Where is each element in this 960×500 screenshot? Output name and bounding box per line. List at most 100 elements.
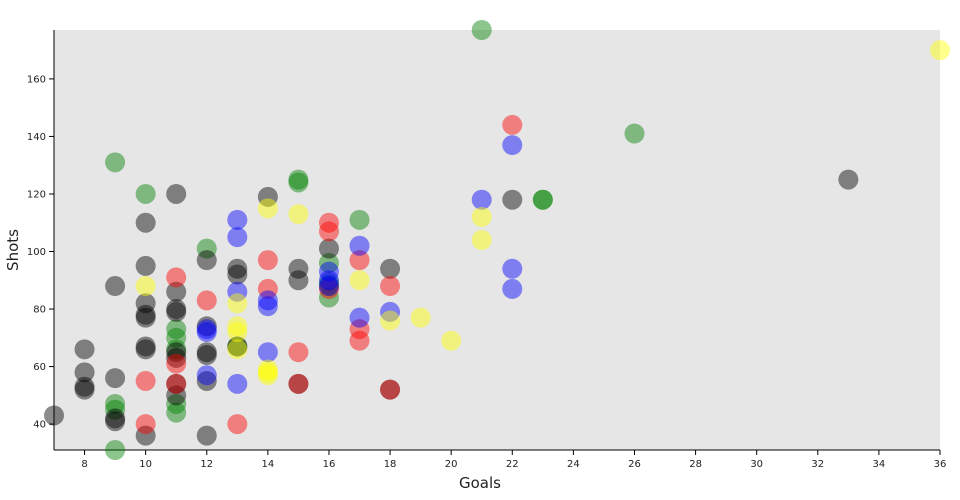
point: [227, 281, 248, 302]
point: [532, 189, 553, 210]
point: [349, 235, 370, 256]
point: [349, 330, 370, 351]
point: [257, 359, 278, 380]
point: [227, 316, 248, 337]
point: [288, 342, 309, 363]
point: [318, 273, 339, 294]
x-tick-label: 30: [750, 459, 763, 470]
point: [74, 379, 95, 400]
point: [227, 336, 248, 357]
point: [227, 322, 248, 343]
point: [257, 296, 278, 317]
y-axis-label: Shots: [4, 229, 22, 271]
plot-background: [54, 30, 940, 450]
point: [166, 339, 187, 360]
point: [838, 169, 859, 190]
point: [166, 347, 187, 368]
y-tick-label: 100: [27, 247, 46, 258]
point: [227, 258, 248, 279]
point: [135, 293, 156, 314]
point: [257, 198, 278, 219]
point: [257, 250, 278, 271]
point: [166, 267, 187, 288]
point: [196, 322, 217, 343]
point: [227, 293, 248, 314]
point: [166, 402, 187, 423]
x-tick-label: 16: [323, 459, 336, 470]
point: [257, 290, 278, 311]
x-tick-label: 24: [567, 459, 580, 470]
point: [380, 379, 401, 400]
point: [288, 373, 309, 394]
x-axis-label: Goals: [459, 474, 501, 492]
point: [502, 135, 523, 156]
point: [196, 316, 217, 337]
point: [349, 250, 370, 271]
point: [196, 370, 217, 391]
point: [166, 393, 187, 414]
point: [196, 425, 217, 446]
point: [196, 345, 217, 366]
y-tick-label: 80: [33, 305, 46, 316]
point: [166, 319, 187, 340]
point: [166, 342, 187, 363]
point: [135, 276, 156, 297]
point: [105, 368, 126, 389]
point: [196, 342, 217, 363]
point: [227, 336, 248, 357]
point: [135, 255, 156, 276]
point: [105, 276, 126, 297]
point: [166, 373, 187, 394]
point: [135, 336, 156, 357]
x-tick-label: 32: [811, 459, 824, 470]
point: [135, 339, 156, 360]
point: [257, 186, 278, 207]
point: [135, 304, 156, 325]
point: [318, 212, 339, 233]
point: [196, 238, 217, 259]
point: [166, 299, 187, 320]
point: [380, 276, 401, 297]
x-tick-label: 36: [934, 459, 947, 470]
point: [166, 301, 187, 322]
point: [380, 301, 401, 322]
point: [532, 189, 553, 210]
point: [135, 414, 156, 435]
point: [105, 408, 126, 429]
point: [318, 278, 339, 299]
x-tick-label: 20: [445, 459, 458, 470]
point: [318, 276, 339, 297]
point: [166, 183, 187, 204]
point: [74, 339, 95, 360]
point: [318, 261, 339, 282]
point: [288, 172, 309, 193]
point: [257, 342, 278, 363]
x-tick-label: 22: [506, 459, 519, 470]
point: [288, 258, 309, 279]
y-tick-label: 160: [27, 74, 46, 85]
point: [257, 362, 278, 383]
point: [502, 189, 523, 210]
y-tick-label: 60: [33, 362, 46, 373]
point: [441, 330, 462, 351]
point: [105, 440, 126, 460]
x-tick-label: 34: [873, 459, 886, 470]
point: [105, 393, 126, 414]
point: [318, 287, 339, 308]
point: [471, 189, 492, 210]
point: [257, 278, 278, 299]
point: [288, 373, 309, 394]
x-tick-label: 26: [628, 459, 641, 470]
point: [380, 310, 401, 331]
point: [74, 376, 95, 397]
point: [105, 152, 126, 173]
point: [135, 183, 156, 204]
point: [196, 290, 217, 311]
point: [288, 270, 309, 291]
point: [288, 204, 309, 225]
point: [135, 212, 156, 233]
point: [227, 339, 248, 360]
point: [410, 307, 431, 328]
